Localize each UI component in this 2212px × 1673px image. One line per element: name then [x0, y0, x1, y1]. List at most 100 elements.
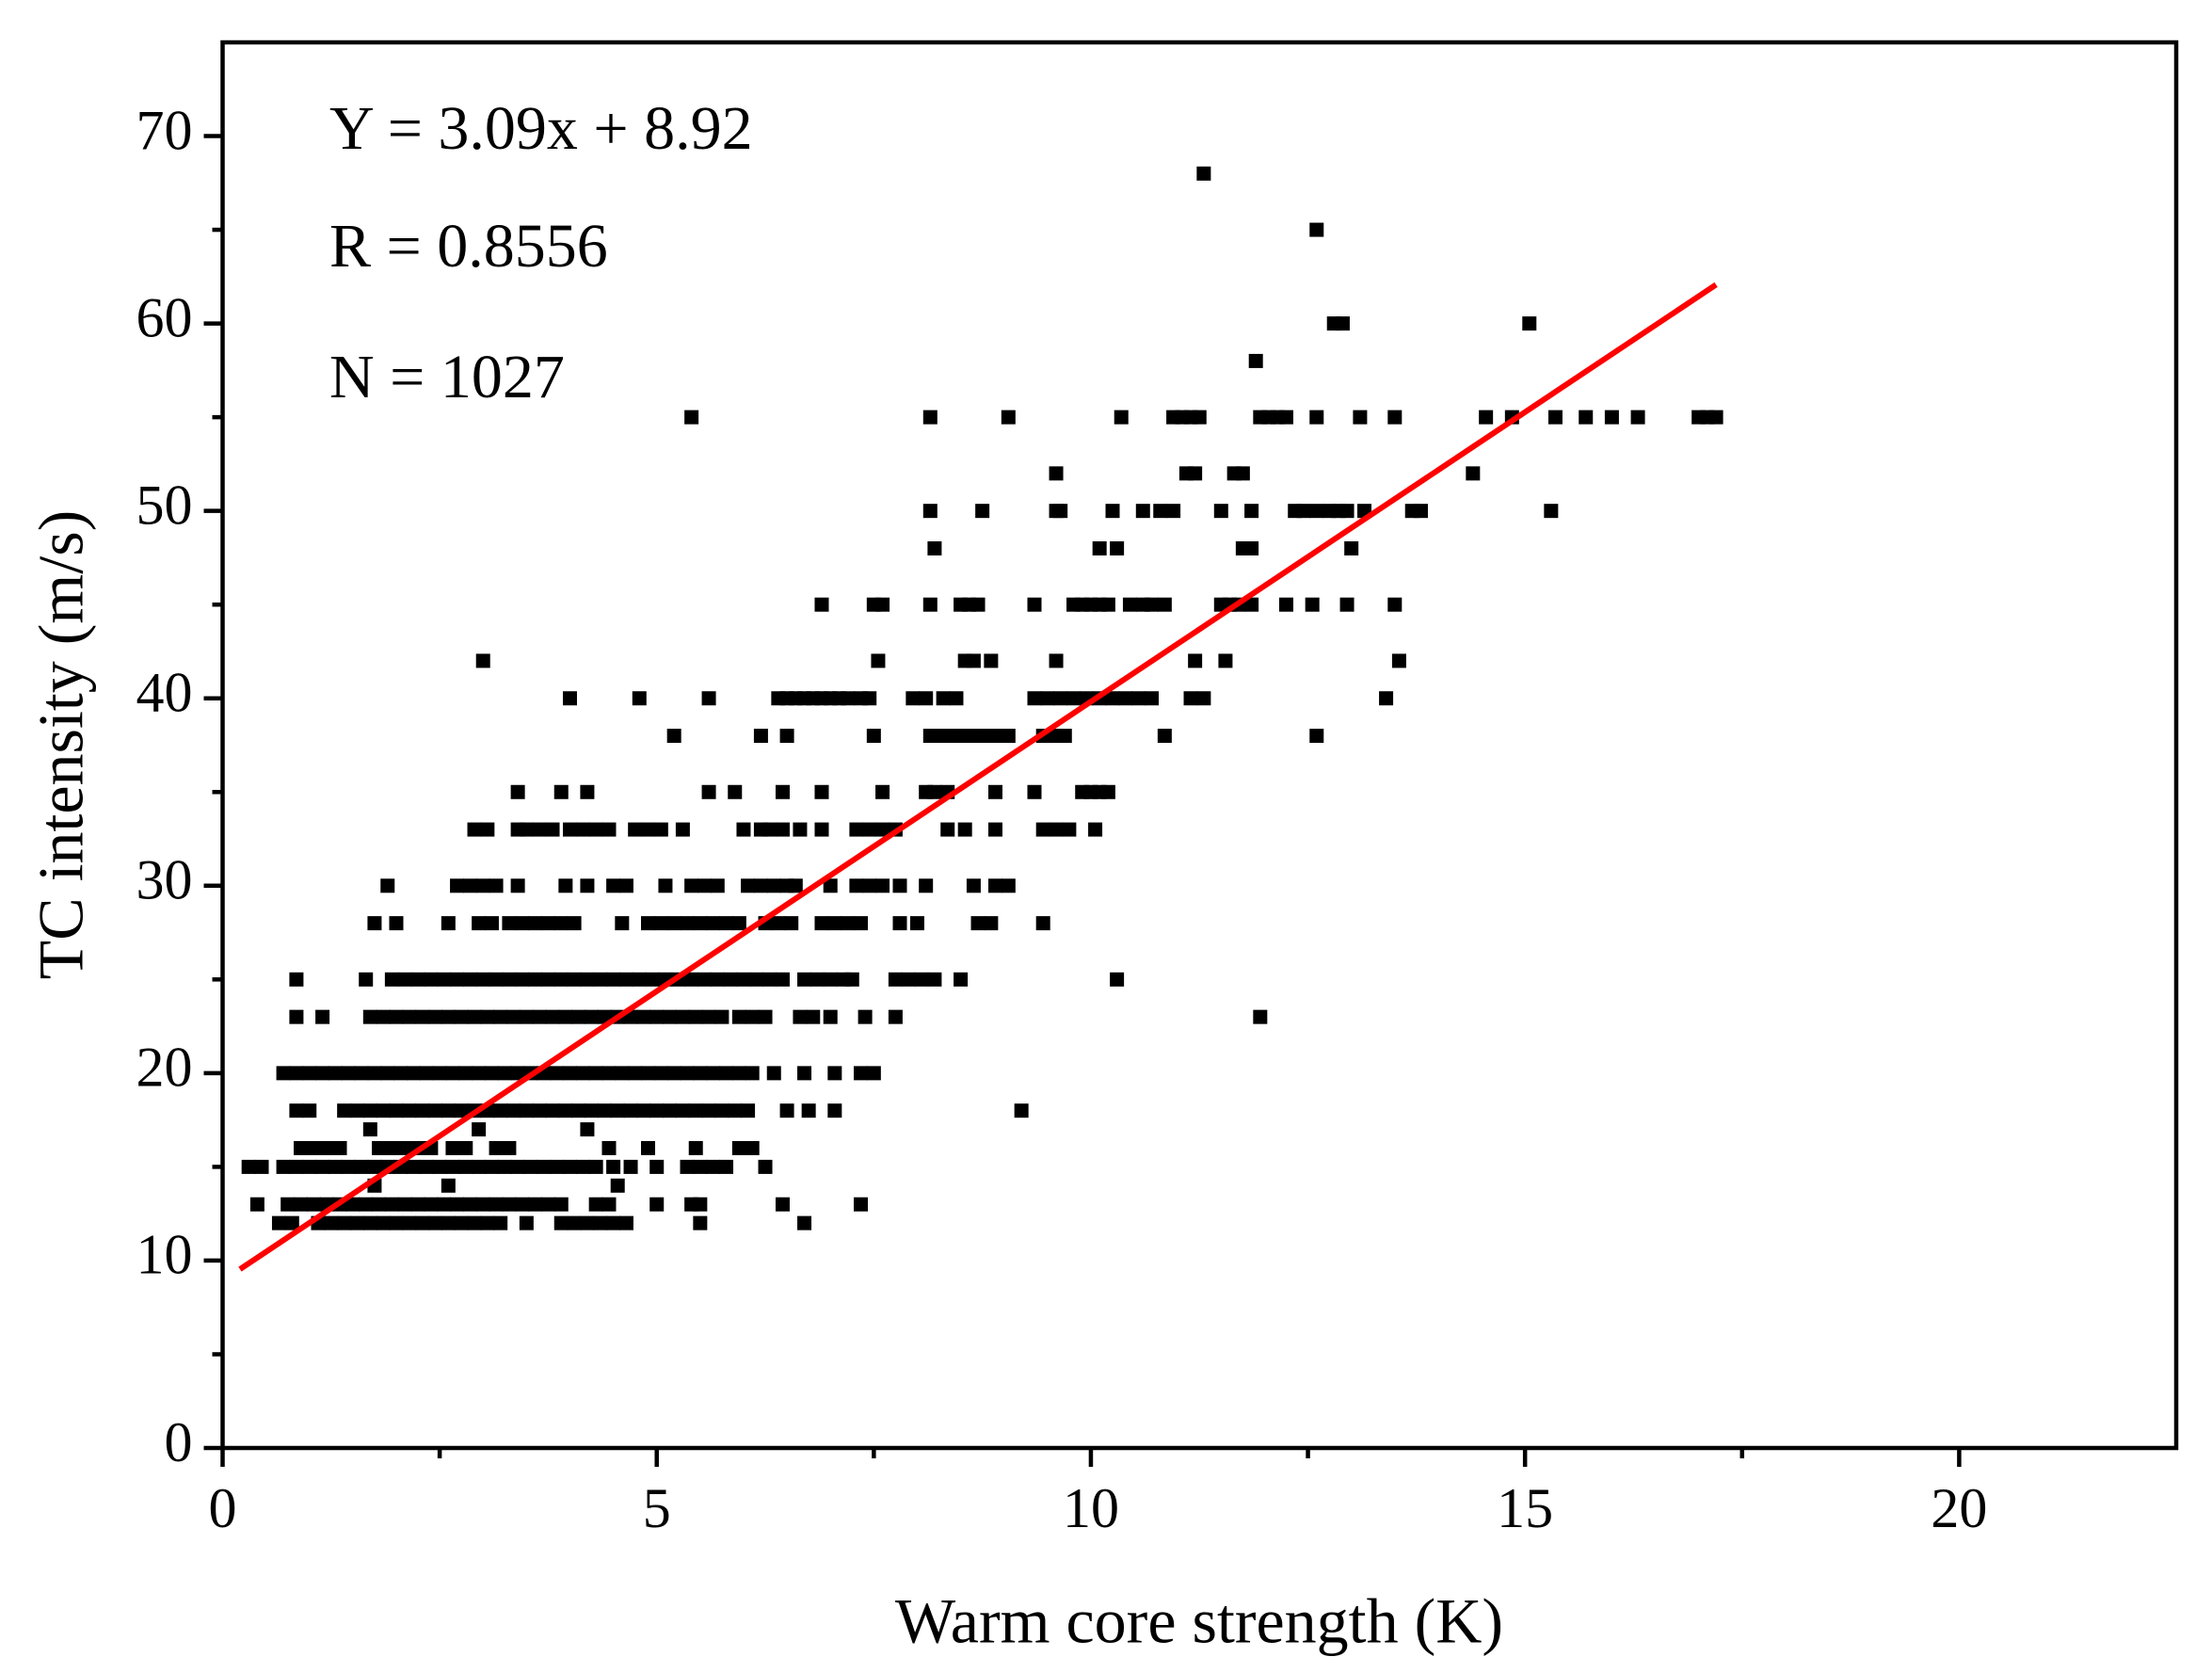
point [1309, 504, 1324, 519]
point [450, 1197, 465, 1212]
point [545, 1103, 560, 1118]
point [675, 1009, 690, 1024]
point [719, 1066, 734, 1081]
point [324, 1215, 339, 1231]
point [779, 1103, 794, 1118]
annotation: Y = 3.09x + 8.92 [329, 94, 753, 163]
point [367, 1159, 382, 1174]
point [649, 1103, 665, 1118]
y-axis-label: TC intensity (m/s) [25, 510, 97, 980]
point [493, 1215, 508, 1231]
point [585, 1009, 600, 1024]
point [606, 1159, 621, 1174]
point [949, 691, 964, 706]
point [1391, 653, 1406, 668]
point [684, 410, 699, 425]
point [731, 1140, 746, 1155]
point [844, 972, 859, 987]
point [384, 972, 399, 987]
point [306, 1140, 321, 1155]
point [441, 1103, 456, 1118]
point [510, 1159, 525, 1174]
point [658, 878, 673, 893]
point [515, 1197, 530, 1212]
point [680, 916, 695, 931]
point [1544, 504, 1559, 519]
point [640, 916, 655, 931]
point [940, 822, 955, 837]
point [784, 916, 799, 931]
point [588, 1159, 603, 1174]
point [493, 1009, 508, 1024]
point [1248, 353, 1263, 368]
point [823, 972, 838, 987]
point [389, 1103, 404, 1118]
point [359, 1197, 374, 1212]
point [441, 1009, 456, 1024]
point [684, 972, 699, 987]
point [553, 1197, 569, 1212]
point [1053, 691, 1068, 706]
point [892, 878, 907, 893]
point [571, 1009, 586, 1024]
point [458, 1159, 473, 1174]
point [680, 1159, 695, 1174]
point [540, 916, 555, 931]
point [406, 1159, 421, 1174]
point [801, 1103, 816, 1118]
point [1049, 822, 1064, 837]
point [1353, 410, 1368, 425]
point [814, 597, 829, 612]
point [640, 1140, 655, 1155]
x-tick-label: 5 [643, 1477, 671, 1539]
point [1244, 540, 1259, 555]
point [762, 822, 777, 837]
point [606, 972, 621, 987]
point [302, 1066, 317, 1081]
point [276, 1159, 291, 1174]
point [454, 1103, 469, 1118]
point [376, 1103, 391, 1118]
point [858, 1009, 873, 1024]
point [580, 1215, 595, 1231]
point [975, 729, 990, 744]
point [984, 653, 999, 668]
point [349, 1103, 364, 1118]
point [510, 878, 525, 893]
point [615, 1066, 630, 1081]
point [615, 916, 630, 931]
point [640, 1066, 655, 1081]
point [249, 1197, 264, 1212]
point [1296, 504, 1311, 519]
point [575, 822, 590, 837]
point [475, 878, 490, 893]
point [480, 1215, 495, 1231]
point [462, 878, 477, 893]
point [866, 729, 881, 744]
point [1027, 597, 1042, 612]
point [337, 1215, 352, 1231]
point [675, 1103, 690, 1118]
point [775, 1197, 790, 1212]
point [367, 916, 382, 931]
point [532, 822, 547, 837]
point [441, 916, 456, 931]
point [966, 878, 981, 893]
point [632, 972, 647, 987]
point [1157, 729, 1172, 744]
point [1339, 504, 1354, 519]
point [653, 822, 668, 837]
point [710, 878, 725, 893]
point [445, 1159, 460, 1174]
point [922, 410, 938, 425]
point [367, 1066, 382, 1081]
point [484, 916, 499, 931]
point [975, 504, 990, 519]
point [1001, 410, 1016, 425]
point [397, 1140, 412, 1155]
point [254, 1159, 269, 1174]
point [567, 972, 582, 987]
point [1188, 653, 1203, 668]
point [475, 1197, 490, 1212]
